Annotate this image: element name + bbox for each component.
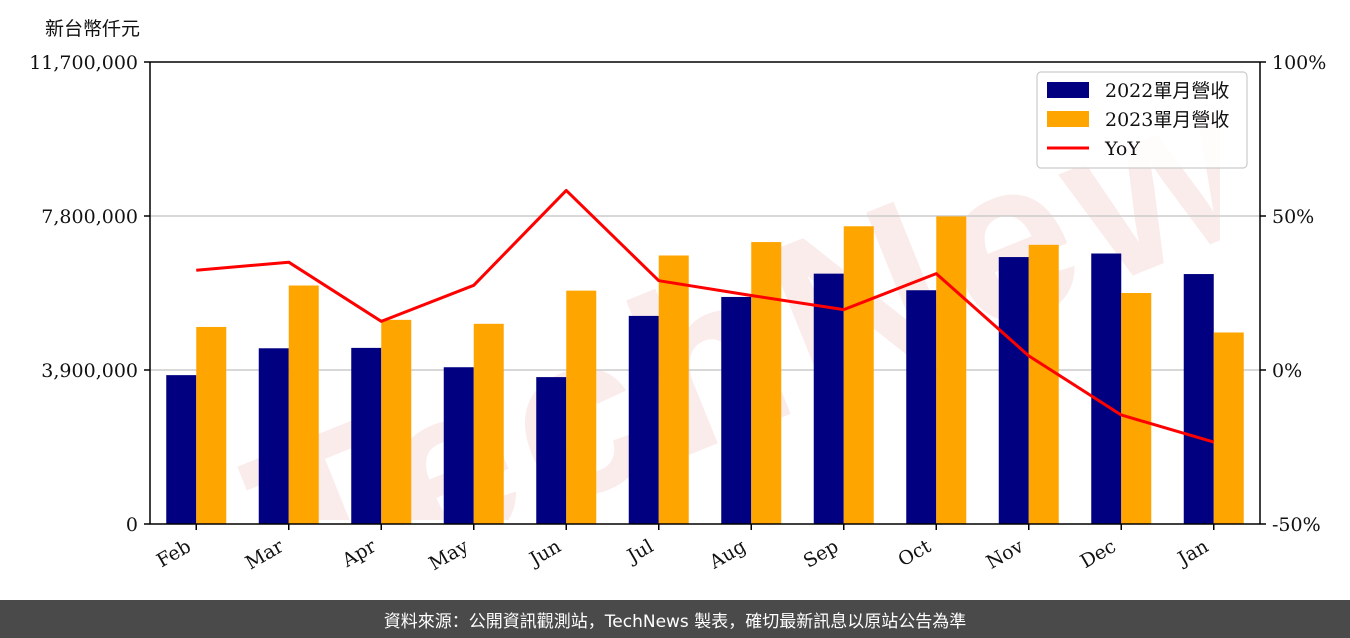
footer-text: 資料來源：公開資訊觀測站，TechNews 製表，確切最新訊息以原站公告為準 [383,611,967,632]
x-tick-label: Feb [153,535,195,572]
revenue-chart: 0 3,900,000 7,800,000 11,700,000 -50% 0% 50% 10… [29,52,1326,575]
yoy-line [196,188,1215,444]
bar-2022 [258,348,289,524]
bar-2022 [351,347,382,524]
y-axis-unit-label: 新台幣仟元 [45,18,141,40]
x-tick-label: Apr [338,535,381,572]
x-tick-label: Dec [1077,535,1120,573]
bar-2023 [843,226,874,524]
bar-2023 [658,255,689,524]
x-tick-label: May [425,535,472,575]
legend-box [1036,71,1248,169]
right-tick-label: 100% [1272,52,1326,74]
bar-2022 [628,315,659,524]
x-tick-label: Jun [524,535,565,571]
right-tick-label: 50% [1272,206,1314,228]
bar-2023 [1028,244,1059,525]
legend-swatch [1047,82,1089,98]
bar-2023 [1213,332,1244,524]
bar-2023 [196,326,227,524]
source-footer: 資料來源：公開資訊觀測站，TechNews 製表，確切最新訊息以原站公告為準 [0,600,1350,638]
bar-2022 [1091,253,1122,524]
x-tick-label: Jul [622,535,657,568]
bar-2022 [721,296,752,524]
x-tick-label: Aug [705,535,750,574]
bar-2022 [998,257,1029,524]
bar-2022 [813,273,844,524]
legend-swatch [1047,111,1089,127]
x-tick-label: Oct [894,535,935,571]
x-tick-label: Mar [242,535,288,574]
left-tick-label: 11,700,000 [29,52,138,74]
bar-2023 [751,242,782,525]
left-tick-label: 3,900,000 [41,360,138,382]
bar-2023 [1121,293,1152,524]
legend-label: YoY [1104,138,1140,160]
bar-2022 [536,377,567,524]
legend-label: 2023單月營收 [1105,109,1229,131]
bar-2023 [288,285,319,524]
bar-2023 [473,323,504,524]
left-tick-label: 7,800,000 [41,206,138,228]
bar-2022 [166,375,197,524]
bar-2022 [443,367,474,524]
bar-2022 [1183,274,1214,524]
bar-2023 [566,290,597,524]
right-tick-label: 0% [1272,360,1302,382]
left-tick-label: 0 [126,514,138,536]
x-tick-label: Nov [983,535,1028,574]
x-tick-label: Jan [1173,535,1213,571]
legend-label: 2022單月營收 [1105,80,1229,102]
bar-2023 [381,319,412,524]
bar-2023 [936,216,967,524]
right-tick-label: -50% [1272,514,1321,536]
bar-2022 [906,290,937,524]
x-tick-label: Sep [800,535,843,572]
